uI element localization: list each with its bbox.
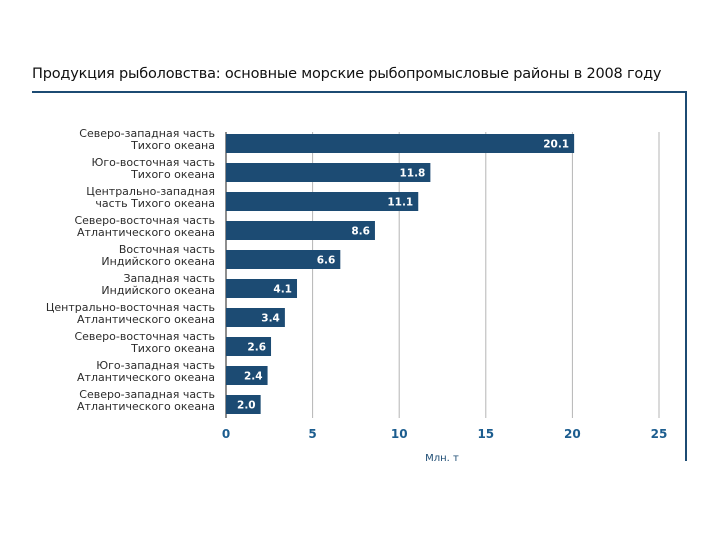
category-label: Тихого океана (130, 342, 215, 355)
category-label: часть Тихого океана (95, 197, 215, 210)
title-rule (32, 91, 687, 93)
bar-value-label: 11.1 (387, 197, 413, 209)
category-label: Западная часть (123, 272, 215, 285)
category-label: Северо-западная часть (79, 388, 215, 401)
bar (226, 192, 419, 211)
x-tick-label: 25 (651, 427, 668, 441)
category-label: Центрально-восточная часть (46, 301, 215, 314)
category-label: Юго-западная часть (96, 359, 215, 372)
bar (226, 221, 375, 240)
bar (226, 366, 268, 385)
x-tick-label: 10 (391, 427, 408, 441)
category-label: Центрально-западная (86, 185, 215, 198)
chart-title: Продукция рыболовства: основные морские … (32, 66, 662, 82)
bar-value-label: 2.0 (237, 400, 256, 412)
category-label: Атлантического океана (77, 226, 215, 239)
category-label: Тихого океана (130, 139, 215, 152)
bar (226, 308, 285, 327)
category-label: Тихого океана (130, 168, 215, 181)
x-tick-label: 0 (222, 427, 230, 441)
bar-value-label: 11.8 (399, 168, 425, 180)
bar-value-label: 4.1 (273, 284, 292, 296)
bar-value-label: 2.6 (247, 342, 266, 354)
bar-value-label: 8.6 (351, 226, 370, 238)
bar (226, 250, 341, 269)
x-tick-label: 5 (308, 427, 316, 441)
category-label: Индийского океана (101, 255, 215, 268)
category-label: Северо-восточная часть (74, 330, 215, 343)
category-label: Индийского океана (101, 284, 215, 297)
bar (226, 395, 261, 414)
category-label: Восточная часть (119, 243, 215, 256)
bar (226, 134, 575, 153)
bar (226, 163, 431, 182)
category-label: Северо-западная часть (79, 127, 215, 140)
right-frame-rule (685, 91, 687, 461)
x-axis-title: Млн. т (425, 453, 459, 464)
category-label: Атлантического океана (77, 400, 215, 413)
bar (226, 337, 272, 356)
x-tick-label: 15 (477, 427, 494, 441)
bar (226, 279, 298, 298)
bar-value-label: 20.1 (543, 139, 569, 151)
category-label: Юго-восточная часть (92, 156, 215, 169)
bar-value-label: 3.4 (261, 313, 280, 325)
bar-value-label: 2.4 (244, 371, 263, 383)
bar-value-label: 6.6 (317, 255, 336, 267)
category-label: Северо-восточная часть (74, 214, 215, 227)
category-label: Атлантического океана (77, 371, 215, 384)
x-tick-label: 20 (564, 427, 581, 441)
category-label: Атлантического океана (77, 313, 215, 326)
